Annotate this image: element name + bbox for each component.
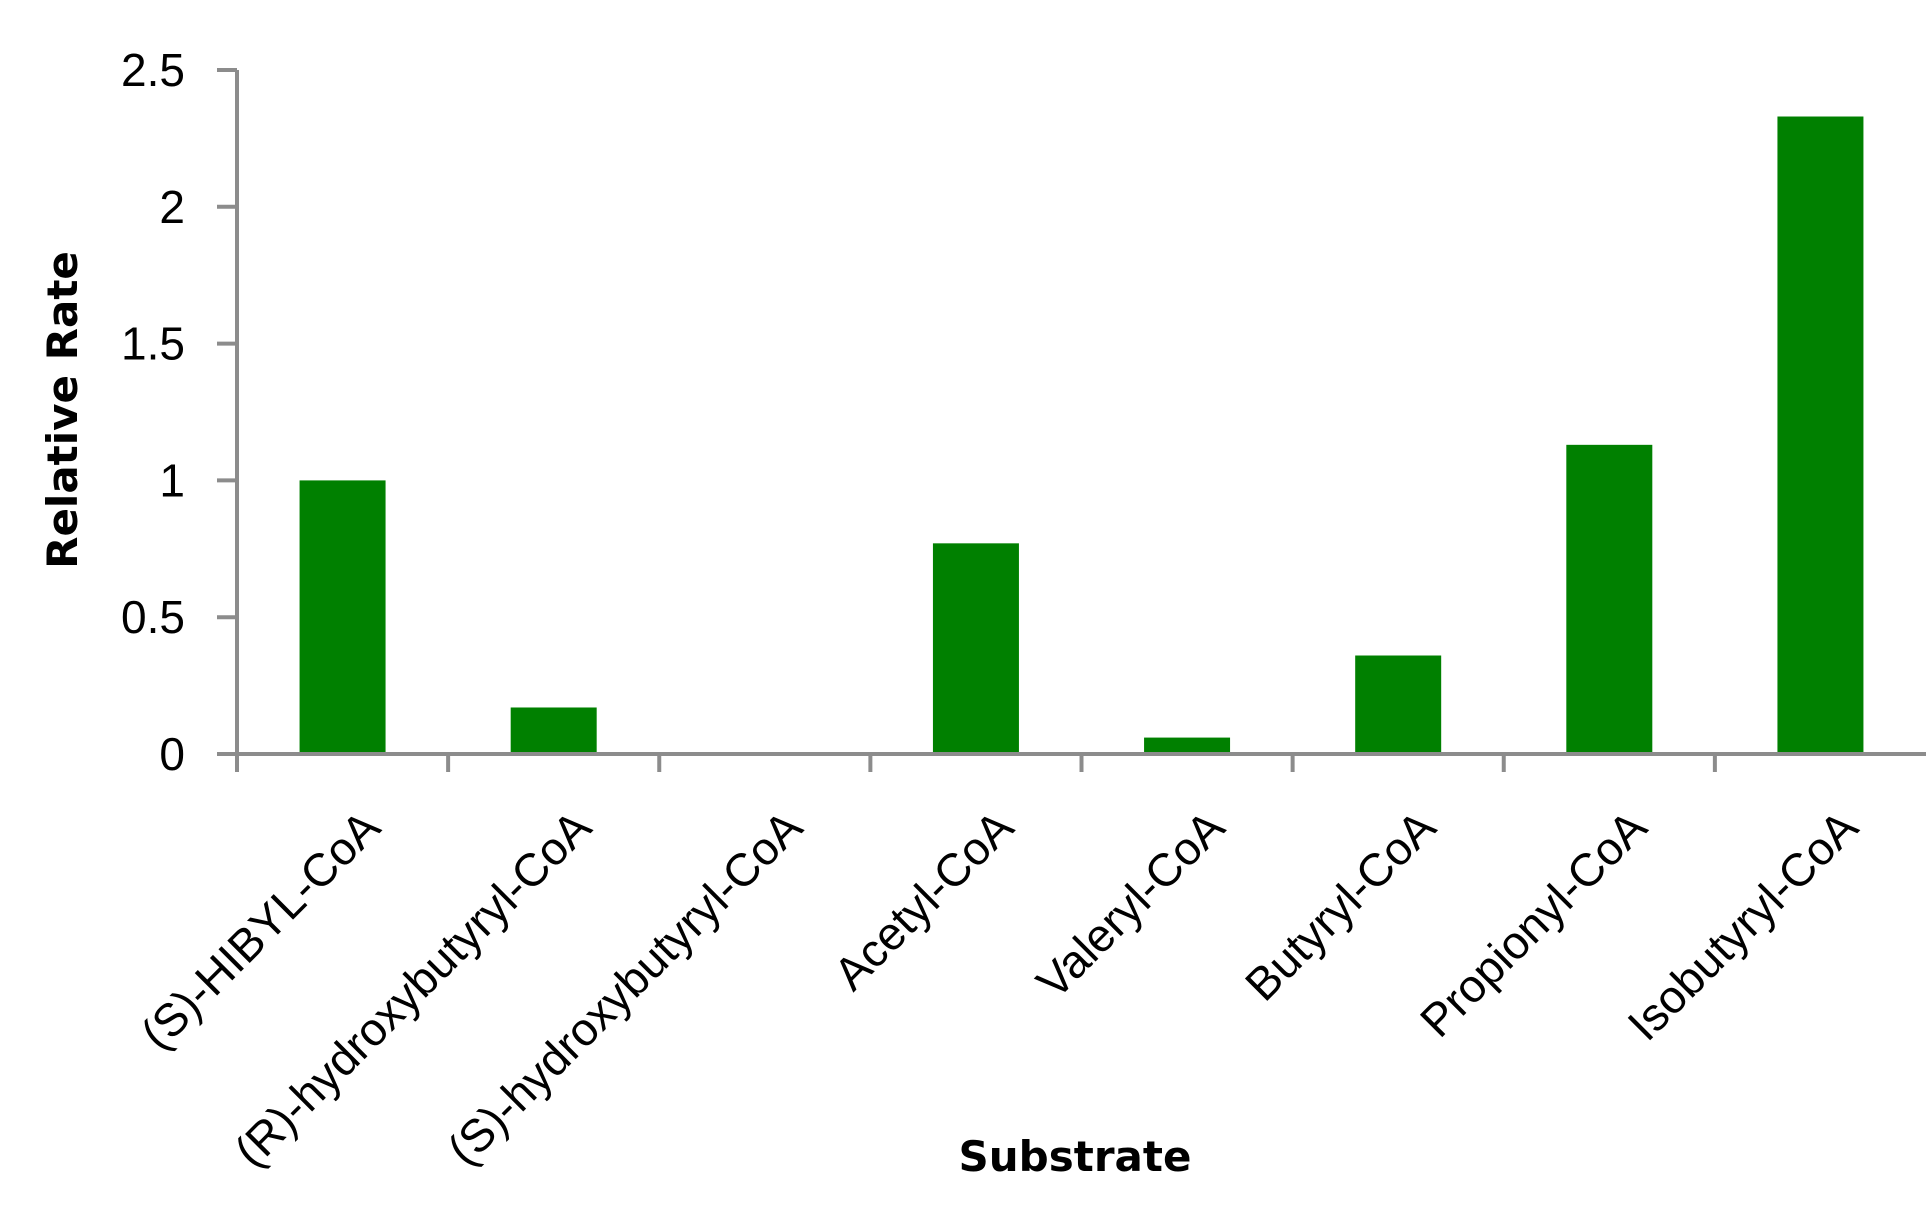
x-category-labels: (S)-HIBYL-CoA(R)-hydroxybutyryl-CoA(S)-h… [131,800,1868,1177]
bar [510,707,597,754]
bar [1144,737,1231,754]
bar [932,543,1019,754]
x-category-label: (R)-hydroxybutyryl-CoA [224,800,601,1177]
bar [1777,116,1864,754]
y-ticks-group [217,68,237,756]
y-tick-label: 1 [159,454,185,506]
y-tick-label: 2.5 [121,44,185,96]
x-category-label: Butyryl-CoA [1235,800,1446,1011]
x-category-label: Propionyl-CoA [1410,800,1657,1047]
x-ticks-group [235,754,1717,772]
y-tick-label: 0.5 [121,591,185,643]
y-tick-label: 0 [159,728,185,780]
y-tick-label: 1.5 [121,318,185,370]
x-category-label: Acetyl-CoA [824,800,1024,1000]
axes-group [217,70,1926,756]
y-tick-labels: 0 0.5 1 1.5 2 2.5 [121,44,185,780]
x-axis-title: Substrate [959,1132,1192,1181]
y-tick-label: 2 [159,181,185,233]
y-axis-title: Relative Rate [38,251,87,569]
bar [299,480,386,754]
x-category-label: (S)-hydroxybutyryl-CoA [437,800,812,1175]
bars-group [299,116,1864,754]
x-category-label: Valeryl-CoA [1026,800,1234,1008]
bar [1566,444,1653,754]
bar [1355,655,1442,754]
